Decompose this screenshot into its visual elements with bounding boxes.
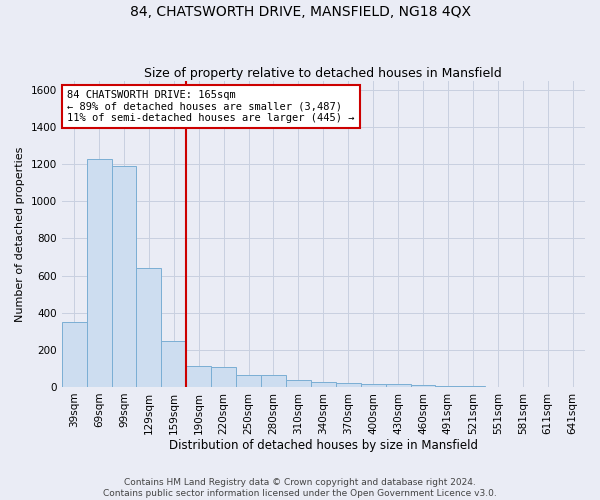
Text: 84 CHATSWORTH DRIVE: 165sqm
← 89% of detached houses are smaller (3,487)
11% of : 84 CHATSWORTH DRIVE: 165sqm ← 89% of det… xyxy=(67,90,355,123)
Bar xyxy=(186,366,211,387)
Bar xyxy=(436,386,460,387)
Text: Contains HM Land Registry data © Crown copyright and database right 2024.
Contai: Contains HM Land Registry data © Crown c… xyxy=(103,478,497,498)
Bar xyxy=(460,386,485,387)
Text: 84, CHATSWORTH DRIVE, MANSFIELD, NG18 4QX: 84, CHATSWORTH DRIVE, MANSFIELD, NG18 4Q… xyxy=(130,5,470,19)
Bar xyxy=(261,375,286,387)
Y-axis label: Number of detached properties: Number of detached properties xyxy=(15,146,25,322)
Title: Size of property relative to detached houses in Mansfield: Size of property relative to detached ho… xyxy=(145,66,502,80)
Bar xyxy=(286,380,311,387)
Bar xyxy=(211,366,236,387)
Bar xyxy=(410,385,436,387)
Bar xyxy=(336,383,361,387)
Bar xyxy=(136,268,161,387)
Bar xyxy=(86,158,112,387)
Bar xyxy=(311,382,336,387)
Bar xyxy=(161,340,186,387)
Bar xyxy=(386,384,410,387)
Bar xyxy=(361,384,386,387)
Bar xyxy=(62,322,86,387)
X-axis label: Distribution of detached houses by size in Mansfield: Distribution of detached houses by size … xyxy=(169,440,478,452)
Bar xyxy=(236,375,261,387)
Bar xyxy=(112,166,136,387)
